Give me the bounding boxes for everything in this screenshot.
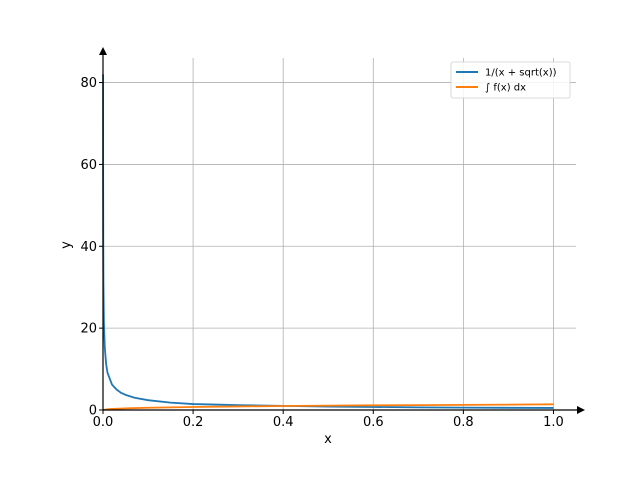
y-tick-label: 40: [80, 240, 97, 255]
legend-label-1: 1/(x + sqrt(x)): [485, 68, 557, 79]
axes: [99, 47, 585, 414]
tick-group: 0.0 0.2 0.4 0.6 0.8 1.0 0 20 40 60 80: [80, 76, 563, 430]
legend: 1/(x + sqrt(x)) ∫ f(x) dx: [450, 61, 571, 99]
y-tick-label: 0: [89, 404, 97, 419]
legend-label-2: ∫ f(x) dx: [485, 83, 526, 94]
y-tick-label: 20: [80, 322, 97, 337]
x-tick-label: 1.0: [543, 415, 564, 430]
y-axis-arrow: [99, 47, 107, 55]
series-line-2: [102, 403, 554, 411]
x-tick-label: 0.0: [93, 415, 114, 430]
x-tick-label: 0.8: [453, 415, 474, 430]
y-axis-label: y: [59, 241, 74, 249]
series-group: [102, 74, 554, 411]
x-tick-label: 0.4: [273, 415, 294, 430]
y-tick-label: 60: [80, 158, 97, 173]
legend-box: [450, 61, 571, 99]
x-axis-arrow: [577, 406, 585, 414]
x-axis-label: x: [324, 432, 332, 447]
x-tick-label: 0.2: [183, 415, 204, 430]
x-tick-label: 0.6: [363, 415, 384, 430]
grid: [103, 58, 576, 410]
series-line-1: [102, 74, 554, 409]
y-tick-label: 80: [80, 76, 97, 91]
